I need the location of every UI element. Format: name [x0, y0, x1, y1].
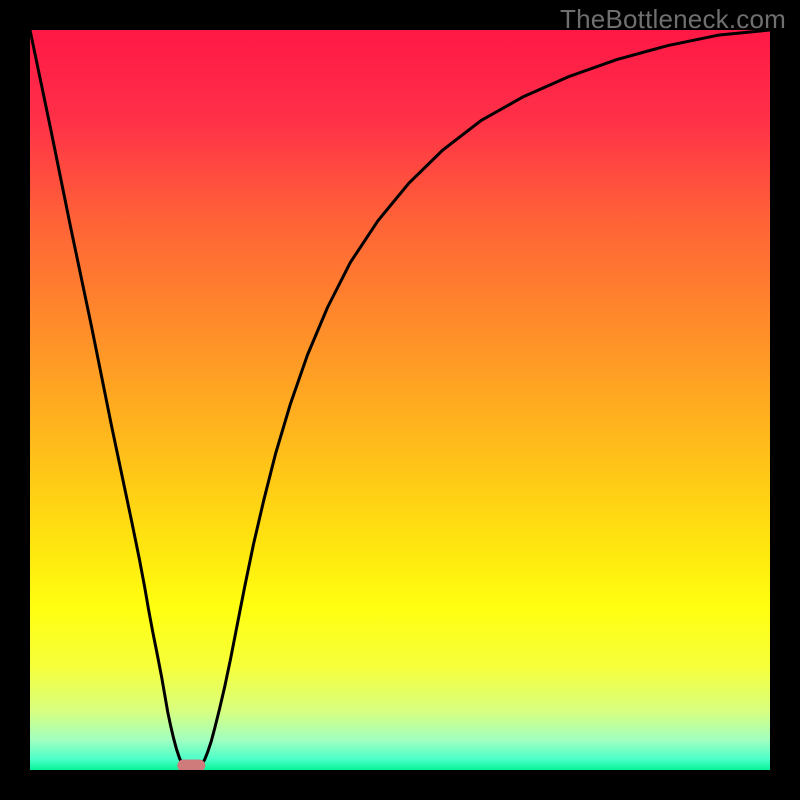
bottleneck-chart	[0, 0, 800, 800]
optimum-marker	[177, 760, 205, 772]
chart-container: TheBottleneck.com	[0, 0, 800, 800]
plot-background	[30, 30, 770, 770]
watermark-text: TheBottleneck.com	[560, 4, 786, 35]
